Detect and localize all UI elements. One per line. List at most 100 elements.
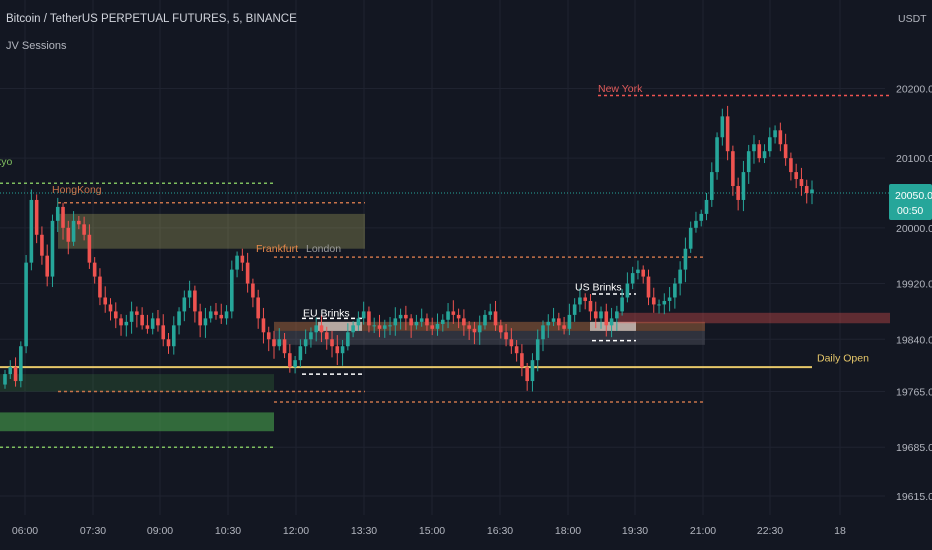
price-axis[interactable]: 19615.0 19685.0 19765.0 19840.0 19920.0 20000… (896, 84, 932, 504)
candle-body (615, 311, 619, 319)
candle-body (377, 325, 382, 329)
candle-body (129, 311, 134, 322)
x-tick-label: 12:00 (283, 525, 309, 537)
candle-body (219, 314, 224, 319)
candle-body (34, 199, 39, 235)
candle-body (425, 318, 429, 326)
candle-body (272, 339, 276, 347)
candle-body (156, 318, 160, 326)
candle-body (40, 234, 44, 256)
candle-body (208, 311, 213, 319)
x-tick-label: 18 (834, 525, 846, 537)
y-tick-label: 20000.0 (896, 223, 932, 235)
tokyo-low-box (0, 412, 274, 432)
candle-body (725, 116, 730, 152)
candle-body (230, 269, 234, 312)
last-price-value: 20050.0 (895, 190, 932, 202)
y-tick-label: 20100.0 (896, 153, 932, 165)
candle-body (82, 224, 86, 235)
candle-body (235, 255, 239, 270)
candle-body (504, 332, 508, 340)
candle-body (103, 297, 108, 305)
candle-body (456, 314, 461, 319)
x-tick-label: 13:30 (351, 525, 377, 537)
candle-body (773, 130, 777, 138)
candle-body (61, 206, 65, 228)
eu-brinks-box (318, 321, 362, 331)
y-tick-label: 19615.0 (896, 491, 932, 503)
candle-body (372, 325, 377, 327)
candle-body (488, 311, 493, 315)
x-tick-label: 22:30 (757, 525, 783, 537)
candle-body (583, 297, 587, 301)
candle-body (641, 269, 646, 277)
x-tick-label: 18:00 (555, 525, 581, 537)
candle-body (709, 172, 714, 200)
candle-body (588, 300, 593, 312)
london-box (274, 330, 705, 345)
candle-body (24, 262, 28, 347)
candle-body (13, 367, 18, 382)
time-axis[interactable]: 06:00 07:30 09:00 10:30 12:00 13:30 15:00 16:30… (12, 525, 846, 537)
candle-body (794, 172, 798, 180)
candle-body (667, 297, 672, 301)
candle-body (799, 179, 804, 187)
candle-body (741, 172, 746, 200)
candle-body (19, 346, 23, 382)
candle-body (646, 276, 651, 298)
x-tick-label: 21:00 (690, 525, 716, 537)
candle-body (161, 325, 166, 340)
candle-body (525, 367, 529, 382)
candle-body (657, 304, 661, 306)
candle-body (356, 318, 361, 326)
y-tick-label: 19920.0 (896, 279, 932, 291)
tokyo-label: kyo (0, 156, 13, 168)
candle-body (124, 321, 129, 326)
candle-body (282, 339, 287, 354)
candle-body (324, 332, 329, 340)
candle-body (535, 339, 540, 361)
frankfurt-label: Frankfurt (256, 243, 298, 255)
newyork-label: New York (598, 83, 643, 95)
candle-body (214, 311, 218, 315)
candle-body (409, 318, 413, 326)
candle-body (251, 283, 255, 298)
daily-open-label: Daily Open (817, 353, 869, 365)
candle-body (736, 186, 740, 200)
candle-body (45, 255, 49, 277)
candle-body (135, 311, 139, 315)
candle-body (810, 189, 814, 193)
candle-body (414, 321, 419, 326)
candle-body (240, 255, 245, 263)
symbol-title[interactable]: Bitcoin / TetherUS PERPETUAL FUTURES, 5,… (6, 13, 297, 25)
y-tick-label: 19765.0 (896, 387, 932, 399)
x-tick-label: 06:00 (12, 525, 38, 537)
candle-body (3, 374, 7, 385)
candle-body (98, 276, 102, 298)
candle-body (398, 314, 403, 319)
candle-body (557, 318, 561, 326)
candle-body (361, 311, 366, 319)
indicator-legend[interactable]: JV Sessions (6, 40, 67, 52)
candle-body (746, 151, 751, 173)
candle-body (393, 318, 398, 326)
candle-body (789, 158, 793, 173)
candle-body (55, 206, 60, 221)
hongkong-box (58, 213, 365, 249)
x-tick-label: 15:00 (419, 525, 445, 537)
candle-body (593, 311, 598, 319)
us-brinks-label: US Brinks (575, 282, 622, 294)
candle-body (599, 311, 603, 319)
candle-body (673, 283, 677, 298)
candle-body (477, 325, 482, 333)
candle-body (346, 332, 350, 347)
newyork-box (618, 312, 890, 324)
last-price-tag: 20050.0 00:50 (889, 184, 932, 220)
candle-body (530, 360, 535, 382)
candle-body (277, 339, 282, 347)
candle-body (435, 323, 440, 329)
candle-body (451, 311, 456, 315)
candle-body (314, 325, 318, 333)
candle-body (609, 318, 614, 326)
